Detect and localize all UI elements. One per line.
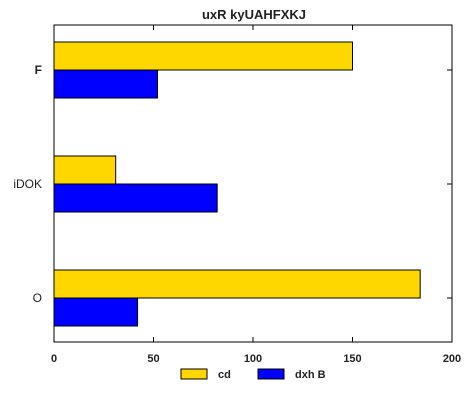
legend-label: dxh B [295, 369, 326, 381]
bar-dxh-b-f [53, 69, 158, 99]
legend-swatch [180, 368, 208, 380]
legend-label: cd [218, 369, 231, 381]
bar-cd-o [53, 269, 421, 299]
y-category-label: iDOK [13, 177, 42, 191]
bar-dxh-b-idok [53, 183, 218, 213]
bar-cd-idok [53, 155, 117, 185]
x-tick-label: 200 [443, 353, 461, 365]
legend: cd dxh B [180, 368, 326, 381]
y-category-label: O [33, 291, 42, 305]
x-tick-label: 100 [244, 353, 262, 365]
bar-dxh-b-o [53, 297, 139, 327]
y-category-label: F [35, 63, 42, 77]
chart-title: uxR kyUAHFXKJ [202, 7, 306, 22]
bar-cd-f [53, 41, 353, 71]
x-tick-label: 50 [147, 353, 159, 365]
x-tick-label: 0 [51, 353, 57, 365]
legend-swatch [257, 368, 285, 380]
x-tick-label: 150 [343, 353, 361, 365]
